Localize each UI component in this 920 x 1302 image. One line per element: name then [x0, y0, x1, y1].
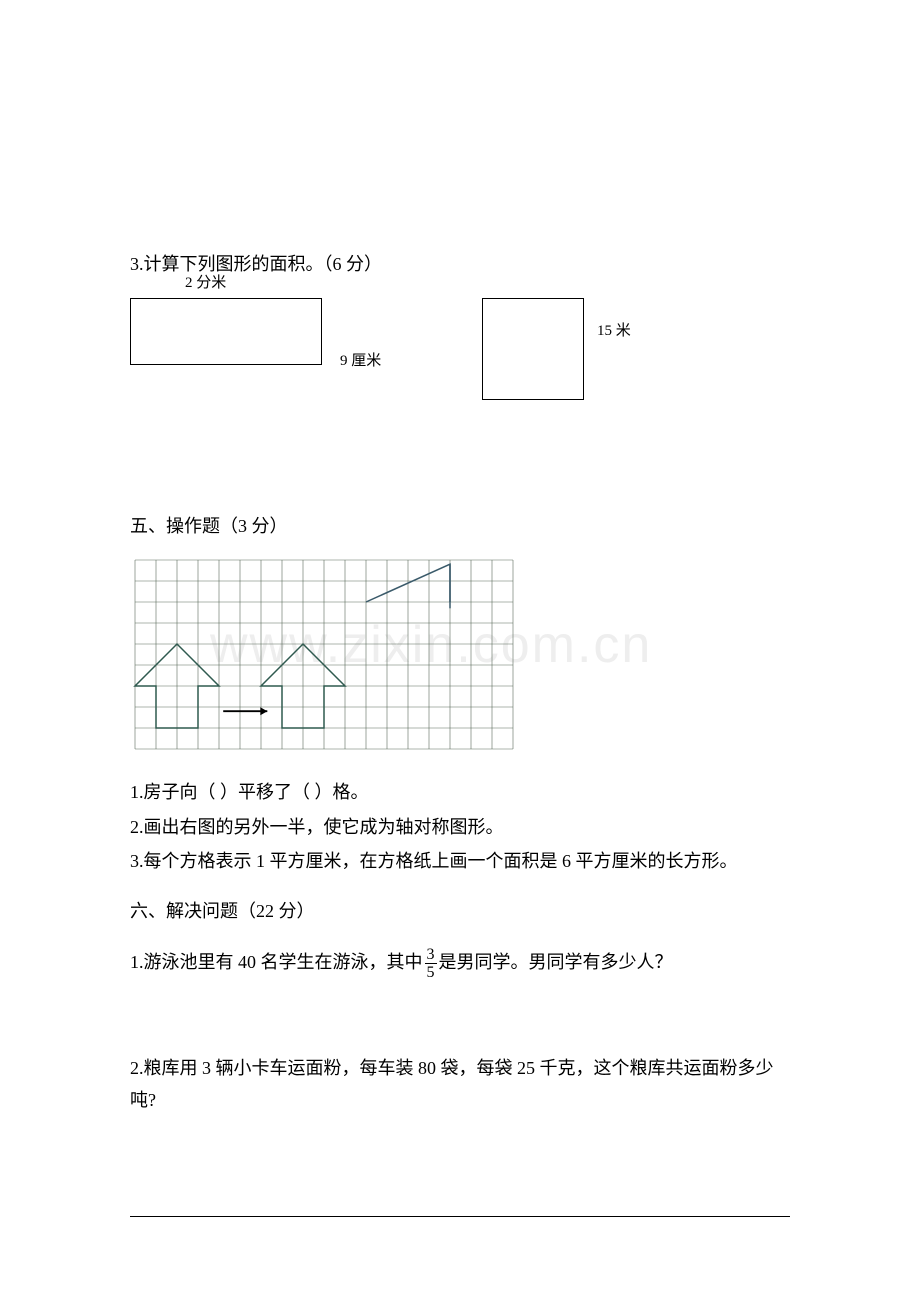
grid-diagram: [130, 555, 790, 766]
fraction-numerator: 3: [425, 946, 437, 965]
section5-questions: 1.房子向（ ）平移了（ ）格。 2.画出右图的另外一半，使它成为轴对称图形。 …: [130, 776, 790, 877]
s6-q1: 1.游泳池里有 40 名学生在游泳，其中35是男同学。男同学有多少人？: [130, 946, 790, 982]
rectangle-shape: [130, 298, 322, 365]
square-figure: 15 米: [482, 298, 584, 400]
s6-q2: 2.粮库用 3 辆小卡车运面粉，每车装 80 袋，每袋 25 千克，这个粮库共运…: [130, 1052, 790, 1117]
page: 3.计算下列图形的面积。（6 分） 2 分米 9 厘米 15 米 五、操作题（3…: [0, 0, 920, 1117]
s6-q1-prefix: 1.游泳池里有 40 名学生在游泳，其中: [130, 952, 423, 972]
q3-title: 3.计算下列图形的面积。（6 分）: [130, 248, 790, 280]
grid-svg: [130, 555, 520, 756]
square-right-label: 15 米: [597, 318, 631, 345]
figures-row: 2 分米 9 厘米 15 米: [130, 298, 790, 400]
footer-line: [130, 1216, 790, 1217]
rect-right-label: 9 厘米: [340, 348, 381, 375]
section5-title: 五、操作题（3 分）: [130, 510, 790, 542]
section6-title: 六、解决问题（22 分）: [130, 895, 790, 927]
fraction-3-5: 35: [425, 946, 437, 982]
s5-q1: 1.房子向（ ）平移了（ ）格。: [130, 776, 790, 808]
rectangle-figure: 2 分米 9 厘米: [130, 298, 322, 365]
rect-top-label: 2 分米: [185, 270, 226, 297]
s5-q3: 3.每个方格表示 1 平方厘米，在方格纸上画一个面积是 6 平方厘米的长方形。: [130, 845, 790, 877]
s6-q1-suffix: 是男同学。男同学有多少人？: [439, 952, 673, 972]
s5-q2: 2.画出右图的另外一半，使它成为轴对称图形。: [130, 811, 790, 843]
fraction-denominator: 5: [425, 964, 437, 982]
square-shape: [482, 298, 584, 400]
